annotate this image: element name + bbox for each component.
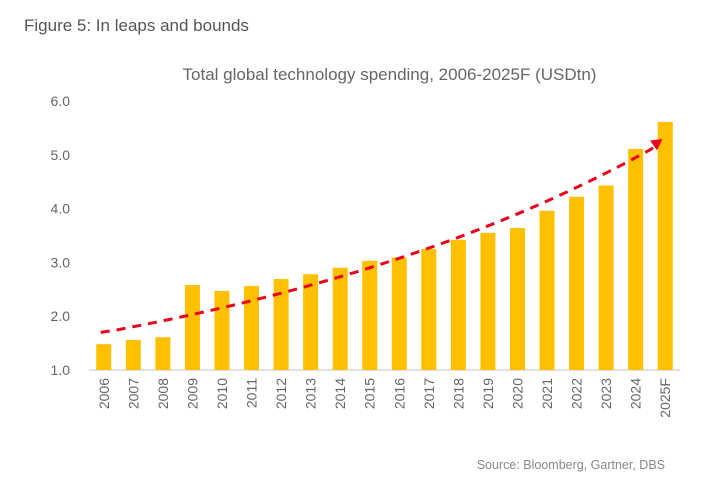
x-tick-label: 2017	[421, 378, 437, 409]
bar-2015	[362, 260, 378, 370]
bar-2020	[509, 227, 525, 370]
bar-2018	[450, 239, 466, 370]
x-tick-label: 2010	[214, 378, 230, 409]
x-tick-label: 2008	[155, 378, 171, 409]
x-tick-label: 2020	[509, 378, 525, 409]
trend-arrowhead-icon	[650, 139, 663, 151]
figure-label: Figure 5: In leaps and bounds	[24, 16, 249, 35]
bar-2019	[480, 232, 496, 370]
bar-2023	[598, 185, 614, 370]
bar-2011	[244, 286, 260, 370]
x-tick-label: 2024	[628, 378, 644, 409]
bar-2010	[214, 290, 230, 370]
x-tick-label: 2023	[598, 378, 614, 409]
bar-2007	[125, 339, 141, 370]
x-tick-label: 2015	[362, 378, 378, 409]
x-tick-label: 2022	[569, 378, 585, 409]
x-tick-label: 2012	[273, 378, 289, 409]
bar-2024	[628, 148, 644, 370]
bar-2016	[391, 257, 407, 370]
bar-2017	[421, 248, 437, 370]
x-tick-label: 2013	[303, 378, 319, 409]
x-tick-label: 2014	[332, 378, 348, 409]
y-tick-label: 6.0	[51, 93, 71, 109]
bar-2009	[184, 284, 200, 370]
bar-2012	[273, 279, 289, 370]
y-tick-label: 4.0	[51, 201, 71, 217]
x-tick-label: 2021	[539, 378, 555, 409]
x-tick-label: 2006	[96, 378, 112, 409]
x-tick-label: 2018	[450, 378, 466, 409]
y-tick-label: 2.0	[51, 308, 71, 324]
source-note: Source: Bloomberg, Gartner, DBS	[476, 458, 665, 472]
bar-2025F	[657, 121, 673, 371]
bar-2022	[569, 196, 585, 370]
chart-title: Total global technology spending, 2006-2…	[183, 65, 597, 84]
bar-2021	[539, 210, 555, 370]
x-tick-label: 2009	[184, 378, 200, 409]
x-tick-label: 2007	[125, 378, 141, 409]
y-tick-label: 3.0	[51, 254, 71, 270]
bar-2013	[303, 274, 319, 370]
x-tick-label: 2025F	[657, 378, 673, 418]
bar-2006	[96, 344, 112, 370]
y-tick-label: 5.0	[51, 147, 71, 163]
bar-2014	[332, 267, 348, 370]
x-tick-label: 2019	[480, 378, 496, 409]
y-tick-label: 1.0	[51, 362, 71, 378]
trendline	[100, 140, 661, 334]
x-tick-label: 2016	[391, 378, 407, 409]
bar-2008	[155, 337, 171, 370]
x-tick-label: 2011	[244, 378, 260, 408]
